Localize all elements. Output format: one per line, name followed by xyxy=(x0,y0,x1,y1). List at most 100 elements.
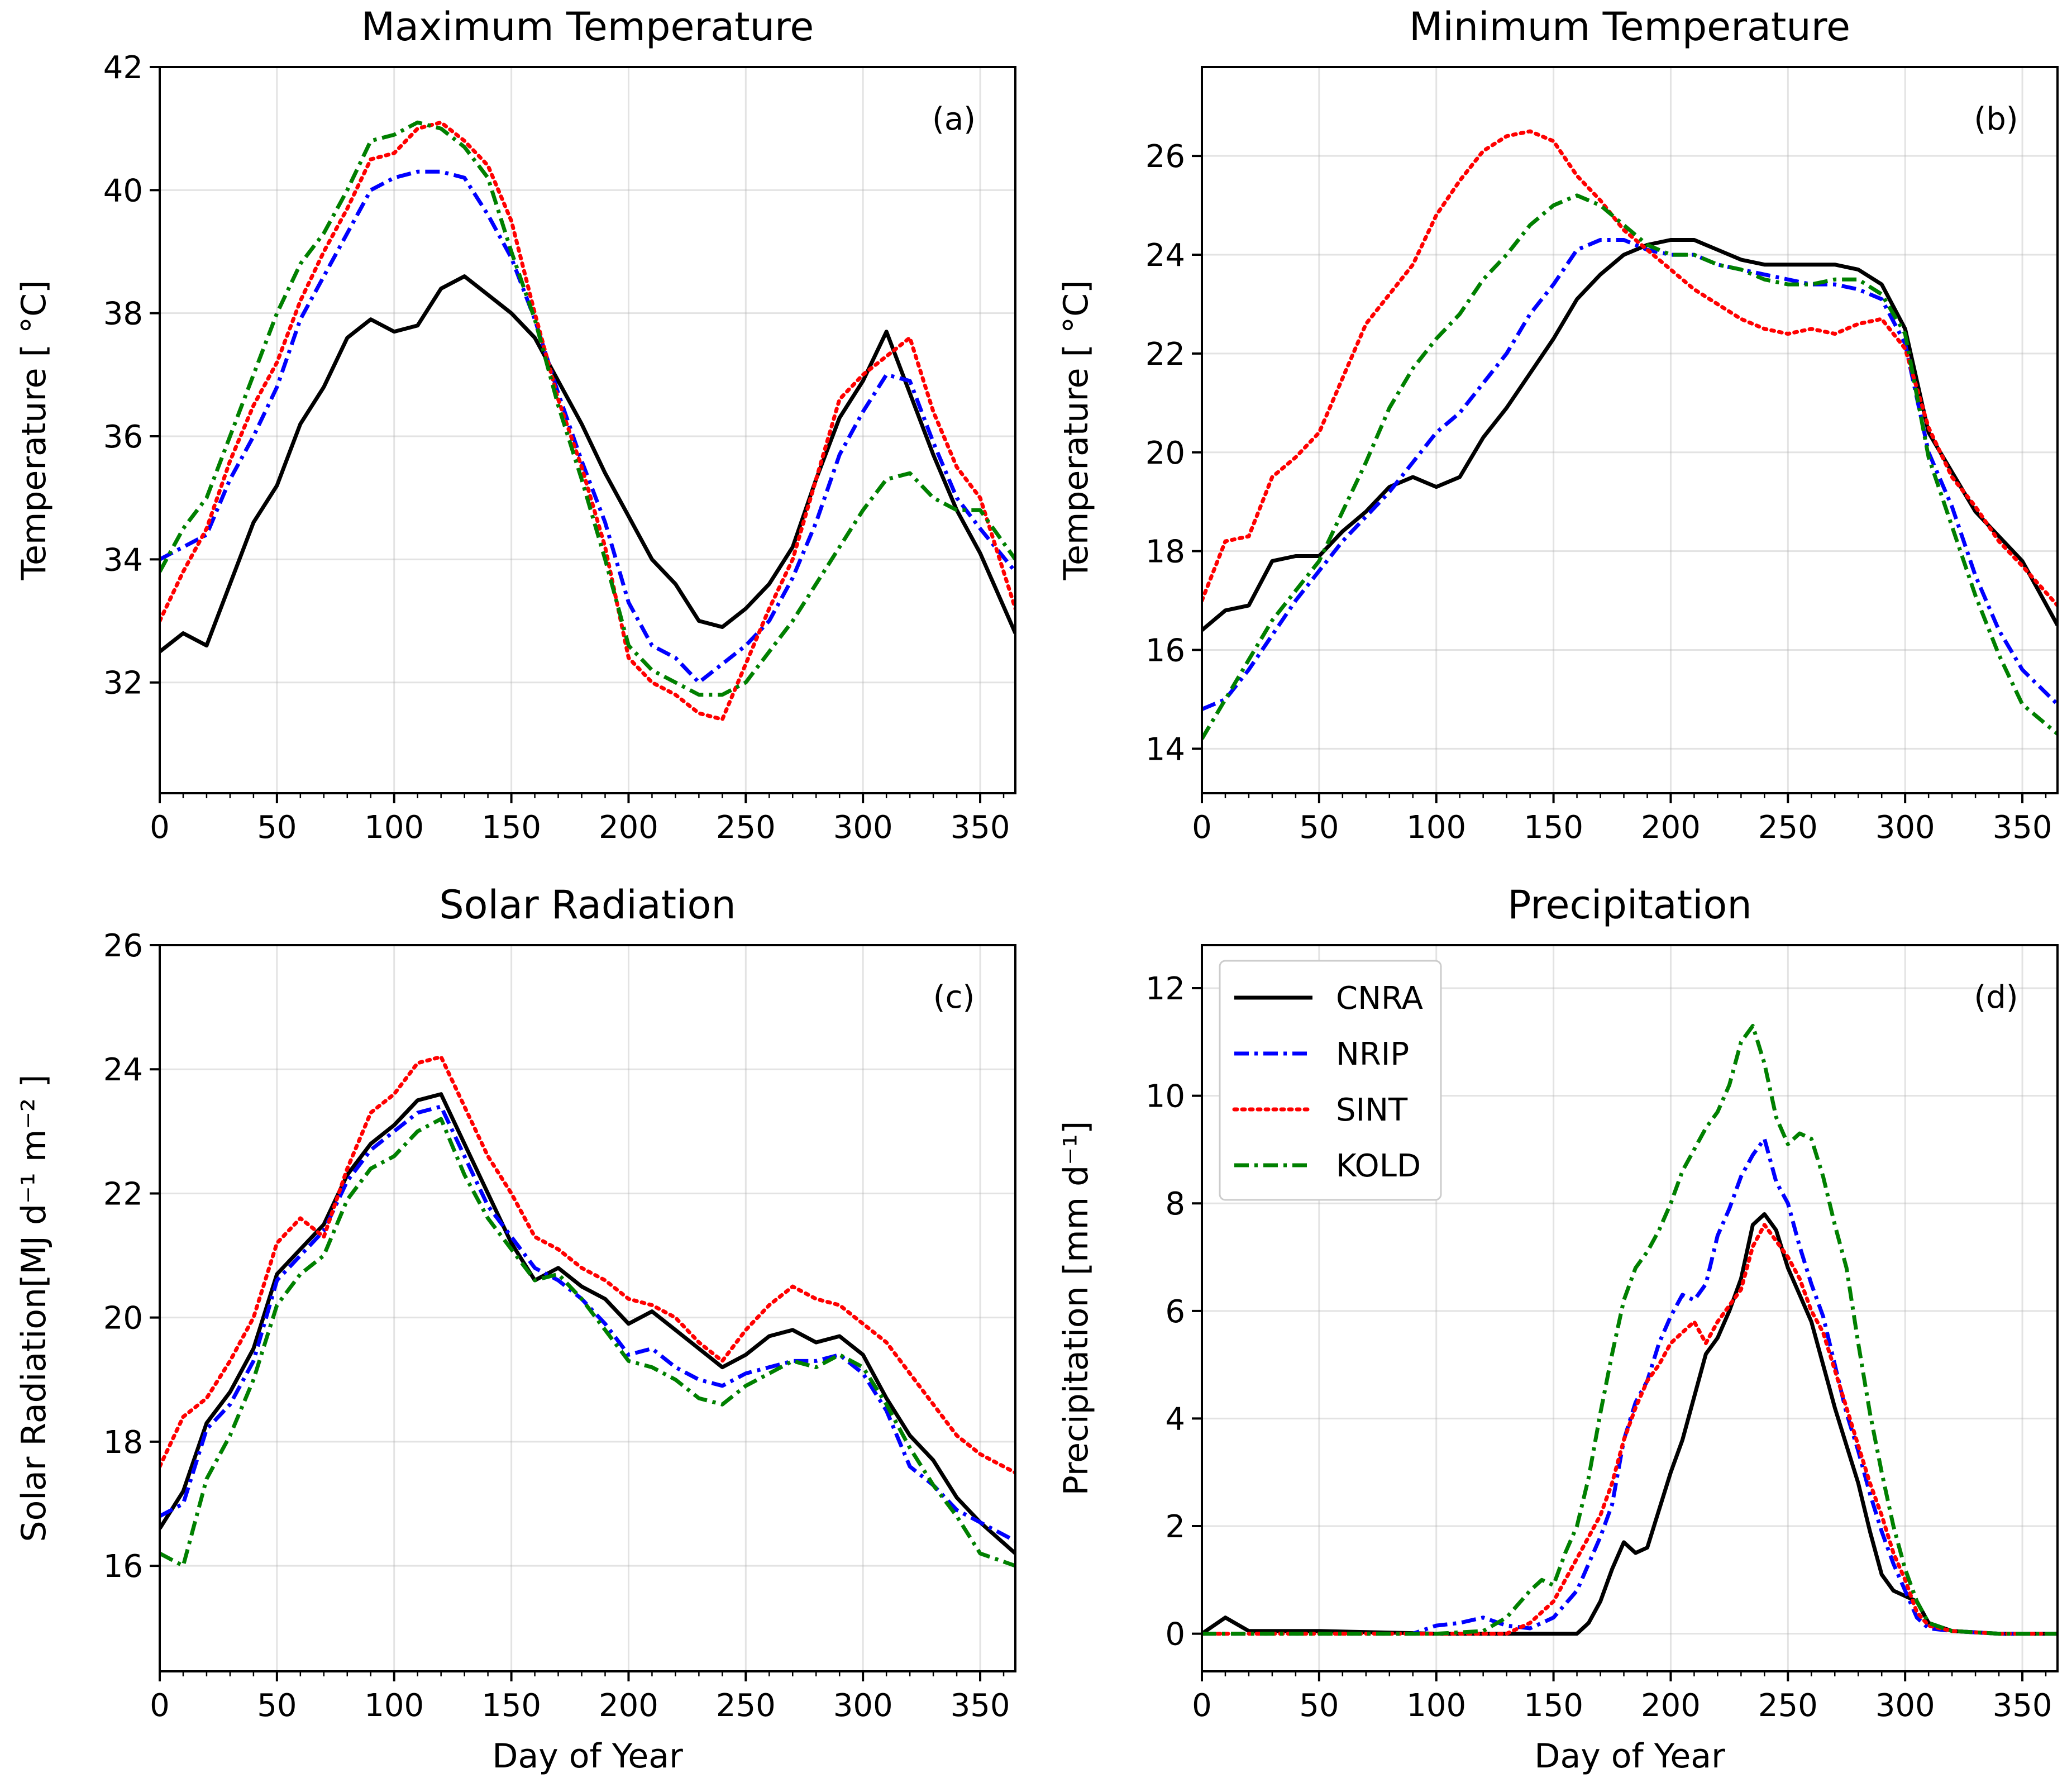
series-line-kold xyxy=(1202,1023,2058,1636)
legend-box xyxy=(1219,960,1442,1201)
x-tick-label: 350 xyxy=(1993,809,2052,846)
x-tick-label: 200 xyxy=(599,1688,658,1724)
x-tick-label: 50 xyxy=(257,1688,297,1724)
plot-frame xyxy=(1201,66,2059,794)
x-tick-label: 150 xyxy=(481,809,541,846)
y-axis-label: Temperature [ °C] xyxy=(15,280,54,581)
legend-label-nrip: NRIP xyxy=(1336,1036,1409,1073)
x-tick-label: 200 xyxy=(1641,1688,1701,1724)
x-tick-label: 300 xyxy=(1875,1688,1935,1724)
legend-label-sint: SINT xyxy=(1336,1092,1408,1128)
y-tick-label: 36 xyxy=(103,419,143,455)
y-tick-label: 16 xyxy=(1145,633,1185,669)
series-line-sint xyxy=(160,1055,1015,1475)
x-tick-label: 100 xyxy=(364,1688,424,1724)
x-tick-label: 0 xyxy=(1192,1688,1212,1724)
chart-panel-2: 0 50 100 150 200 250 300 350 14 16 18 20 22 24 26 Minim… xyxy=(1057,4,2059,846)
x-tick-label: 150 xyxy=(1524,1688,1583,1724)
y-tick-label: 20 xyxy=(103,1300,143,1337)
y-tick-label: 42 xyxy=(103,50,143,86)
y-tick-label: 26 xyxy=(1145,139,1185,175)
panel-label: (d) xyxy=(1974,979,2018,1016)
x-tick-label: 100 xyxy=(364,809,424,846)
y-tick-label: 0 xyxy=(1165,1617,1185,1653)
x-tick-label: 350 xyxy=(951,1688,1010,1724)
x-tick-label: 100 xyxy=(1406,809,1466,846)
chart-title: Precipitation xyxy=(1507,882,1752,928)
y-axis-label: Solar Radiation[MJ d⁻¹ m⁻² ] xyxy=(15,1074,54,1542)
x-tick-label: 50 xyxy=(1299,809,1339,846)
y-tick-label: 24 xyxy=(1145,237,1185,274)
x-tick-label: 250 xyxy=(1758,809,1818,846)
chart-title: Solar Radiation xyxy=(439,882,736,928)
x-tick-label: 350 xyxy=(951,809,1010,846)
y-tick-label: 6 xyxy=(1165,1294,1185,1330)
y-tick-label: 26 xyxy=(103,928,143,964)
x-tick-label: 200 xyxy=(1641,809,1701,846)
panel-label: (b) xyxy=(1974,101,2018,137)
y-tick-label: 16 xyxy=(103,1548,143,1585)
y-tick-label: 24 xyxy=(103,1052,143,1088)
series-line-nrip xyxy=(160,169,1015,685)
x-tick-label: 0 xyxy=(1192,809,1212,846)
x-tick-label: 50 xyxy=(1299,1688,1339,1724)
chart-panel-3: 0 50 100 150 200 250 300 350 16 18 20 22 24 26 Solar R… xyxy=(15,882,1016,1776)
x-tick-label: 100 xyxy=(1406,1688,1466,1724)
chart-title: Minimum Temperature xyxy=(1409,4,1850,50)
y-tick-label: 2 xyxy=(1165,1509,1185,1545)
series-line-cnra xyxy=(160,1092,1015,1555)
series-line-cnra xyxy=(160,274,1015,654)
x-tick-label: 250 xyxy=(1758,1688,1818,1724)
y-tick-label: 22 xyxy=(103,1176,143,1212)
legend-label-cnra: CNRA xyxy=(1336,980,1423,1017)
x-tick-label: 0 xyxy=(150,809,170,846)
y-tick-label: 18 xyxy=(103,1424,143,1461)
x-tick-label: 50 xyxy=(257,809,297,846)
series-line-nrip xyxy=(160,1104,1015,1543)
x-tick-label: 350 xyxy=(1993,1688,2052,1724)
chart-title: Maximum Temperature xyxy=(361,4,814,50)
x-axis-label: Day of Year xyxy=(492,1737,683,1776)
y-tick-label: 10 xyxy=(1145,1079,1185,1115)
x-tick-label: 300 xyxy=(833,809,893,846)
x-tick-label: 250 xyxy=(716,1688,776,1724)
x-tick-label: 300 xyxy=(833,1688,893,1724)
series-line-nrip xyxy=(1202,1137,2058,1636)
x-tick-label: 200 xyxy=(599,809,658,846)
x-tick-label: 300 xyxy=(1875,809,1935,846)
series-line-kold xyxy=(160,120,1015,697)
series-line-cnra xyxy=(1202,238,2058,632)
legend: CNRA NRIP SINT KOLD xyxy=(1219,960,1442,1201)
y-tick-label: 22 xyxy=(1145,336,1185,373)
series-line-sint xyxy=(1202,1223,2058,1636)
series-line-cnra xyxy=(1202,1212,2058,1636)
series-line-nrip xyxy=(1202,238,2058,711)
y-tick-label: 38 xyxy=(103,296,143,332)
x-tick-label: 150 xyxy=(481,1688,541,1724)
series-line-kold xyxy=(1202,193,2058,740)
chart-panel-4: 0 50 100 150 200 250 300 350 0 2 4 6 8 10 12 Precipitat… xyxy=(1057,882,2059,1776)
y-tick-label: 18 xyxy=(1145,534,1185,570)
y-tick-label: 32 xyxy=(103,665,143,702)
series-line-sint xyxy=(1202,129,2058,608)
chart-panel-1: 0 50 100 150 200 250 300 350 32 34 36 38 40 42 Maximum… xyxy=(15,4,1016,846)
plot-frame xyxy=(1201,944,2059,1672)
y-tick-label: 34 xyxy=(103,542,143,578)
plot-frame xyxy=(159,66,1016,794)
x-tick-label: 250 xyxy=(716,809,776,846)
y-tick-label: 8 xyxy=(1165,1186,1185,1222)
y-tick-label: 14 xyxy=(1145,731,1185,768)
series-line-sint xyxy=(160,120,1015,722)
panel-label: (c) xyxy=(933,979,975,1016)
y-axis-label: Temperature [ °C] xyxy=(1057,280,1096,581)
series-line-kold xyxy=(160,1117,1015,1568)
x-axis-label: Day of Year xyxy=(1534,1737,1725,1776)
y-tick-label: 40 xyxy=(103,173,143,209)
y-axis-label: Precipitation [mm d⁻¹] xyxy=(1057,1121,1096,1496)
x-tick-label: 150 xyxy=(1524,809,1583,846)
y-tick-label: 12 xyxy=(1145,971,1185,1007)
y-tick-label: 20 xyxy=(1145,435,1185,471)
legend-label-kold: KOLD xyxy=(1336,1148,1421,1184)
x-tick-label: 0 xyxy=(150,1688,170,1724)
